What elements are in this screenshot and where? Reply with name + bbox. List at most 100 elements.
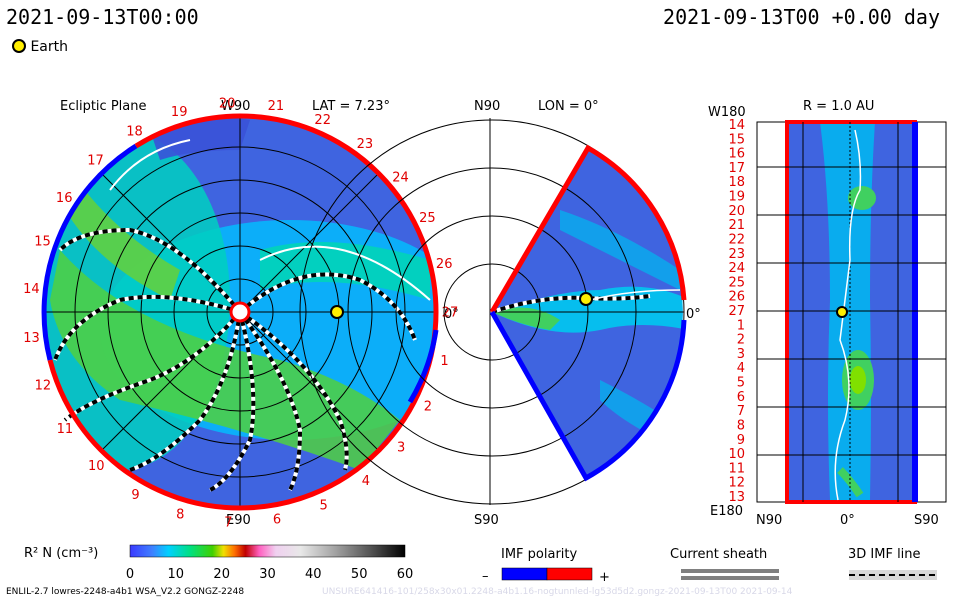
map-row-label: 26 xyxy=(728,290,745,305)
map-x-label-s90: S90 xyxy=(914,513,939,528)
ecliptic-plane-panel: Ecliptic Plane W90 E90 0° LAT = 7.23° 12… xyxy=(23,96,459,530)
colorbar-tick-label: 50 xyxy=(351,567,368,582)
rim-number: 12 xyxy=(35,378,52,393)
rim-number: 17 xyxy=(87,154,104,169)
map-row-label: 21 xyxy=(728,218,745,233)
map-title: R = 1.0 AU xyxy=(803,99,874,114)
ecliptic-title: Ecliptic Plane xyxy=(60,99,146,114)
map-row-label: 8 xyxy=(737,419,745,434)
colorbar-ticks: 0 10 20 30 40 50 60 xyxy=(126,567,413,582)
ecliptic-top-label: W90 xyxy=(221,99,250,114)
positive-polarity-label: + xyxy=(599,570,610,585)
rim-number: 21 xyxy=(268,99,285,114)
meridional-right-label: 0° xyxy=(686,307,701,322)
rim-number: 14 xyxy=(23,282,40,297)
map-row-label: 7 xyxy=(737,404,745,419)
rim-number: 10 xyxy=(88,459,105,474)
map-x-label-n90: N90 xyxy=(756,513,782,528)
map-row-label: 11 xyxy=(728,461,745,476)
imf-polarity-title: IMF polarity xyxy=(501,547,577,562)
map-panel: 1415161718192021222324252627123456789101… xyxy=(708,99,947,528)
rim-number: 11 xyxy=(57,422,74,437)
map-row-label: 20 xyxy=(728,204,745,219)
map-row-label: 12 xyxy=(728,476,745,491)
colorbar-tick-label: 20 xyxy=(213,567,230,582)
ecliptic-bottom-label: E90 xyxy=(226,513,251,528)
map-bottom-left-label: E180 xyxy=(710,504,743,519)
earth-marker-icon xyxy=(12,39,26,53)
imf-3d-line-title: 3D IMF line xyxy=(848,547,921,562)
imf-3d-line-legend: 3D IMF line xyxy=(848,547,937,580)
rim-number: 16 xyxy=(56,191,73,206)
map-row-label: 6 xyxy=(737,390,745,405)
meridional-bottom-label: S90 xyxy=(474,513,499,528)
longitude-label: LON = 0° xyxy=(538,99,599,114)
map-row-label: 17 xyxy=(728,161,745,176)
map-row-label: 27 xyxy=(728,304,745,319)
positive-polarity-swatch xyxy=(546,567,593,581)
map-row-label: 15 xyxy=(728,132,745,147)
colorbar-tick-label: 0 xyxy=(126,567,134,582)
rim-number: 24 xyxy=(392,171,409,186)
colorbar-tick-label: 10 xyxy=(168,567,185,582)
rim-number: 15 xyxy=(34,235,51,250)
current-sheath-title: Current sheath xyxy=(670,547,767,562)
map-row-label: 24 xyxy=(728,261,745,276)
map-row-label: 13 xyxy=(728,490,745,505)
ecliptic-density-field xyxy=(44,116,436,470)
map-row-label: 5 xyxy=(737,376,745,391)
colorbar-tick-label: 30 xyxy=(259,567,276,582)
ecliptic-right-label: 0° xyxy=(444,307,459,322)
map-row-label: 4 xyxy=(737,361,745,376)
latitude-label: LAT = 7.23° xyxy=(312,99,390,114)
map-row-label: 10 xyxy=(728,447,745,462)
rim-number: 8 xyxy=(176,507,184,522)
earth-legend: Earth xyxy=(12,39,68,55)
map-row-label: 23 xyxy=(728,247,745,262)
rim-number: 1 xyxy=(440,354,448,369)
colorbar: R² N (cm⁻³) 0 10 20 30 40 50 60 xyxy=(24,544,413,582)
current-sheath-legend: Current sheath xyxy=(670,547,779,580)
meridional-plane-panel: N90 LON = 0° S90 0° xyxy=(299,99,701,528)
map-row-label: 1 xyxy=(737,318,745,333)
map-x-label-0: 0° xyxy=(840,513,855,528)
map-top-left-label: W180 xyxy=(708,105,746,120)
footer-left: ENLIL-2.7 lowres-2248-a4b1 WSA_V2.2 GONG… xyxy=(6,587,245,597)
imf-polarity-legend: IMF polarity – + xyxy=(482,547,610,585)
colorbar-tick-label: 60 xyxy=(397,567,414,582)
rim-number: 27 xyxy=(442,305,459,320)
rim-number: 25 xyxy=(419,211,436,226)
earth-marker-icon xyxy=(579,292,593,306)
rim-number: 13 xyxy=(23,331,40,346)
map-row-label: 16 xyxy=(728,147,745,162)
footer-right: UNSURE641416-101/258x30x01.2248-a4b1.16-… xyxy=(322,587,793,597)
colorbar-tick-label: 40 xyxy=(305,567,322,582)
sun-icon xyxy=(229,301,251,323)
rim-number: 6 xyxy=(273,513,281,528)
rim-number: 19 xyxy=(171,105,188,120)
earth-marker-icon xyxy=(330,305,344,319)
negative-polarity-label: – xyxy=(482,569,489,584)
rim-number: 26 xyxy=(436,257,453,272)
rim-number: 5 xyxy=(320,499,328,514)
map-row-labels: 1415161718192021222324252627123456789101… xyxy=(728,118,745,505)
map-row-label: 14 xyxy=(728,118,745,133)
map-row-label: 9 xyxy=(737,433,745,448)
earth-legend-label: Earth xyxy=(30,39,68,55)
rim-number: 7 xyxy=(224,516,232,531)
rim-number: 22 xyxy=(314,113,331,128)
earth-marker-icon xyxy=(836,306,848,318)
rim-number: 3 xyxy=(397,441,405,456)
left-timestamp: 2021-09-13T00:00 xyxy=(6,5,199,29)
map-row-label: 18 xyxy=(728,175,745,190)
map-row-label: 22 xyxy=(728,233,745,248)
map-row-label: 2 xyxy=(737,333,745,348)
map-row-label: 3 xyxy=(737,347,745,362)
meridional-top-label: N90 xyxy=(474,99,500,114)
rim-number: 9 xyxy=(131,488,139,503)
negative-polarity-swatch xyxy=(501,567,548,581)
map-row-label: 25 xyxy=(728,275,745,290)
rim-number: 18 xyxy=(126,124,143,139)
